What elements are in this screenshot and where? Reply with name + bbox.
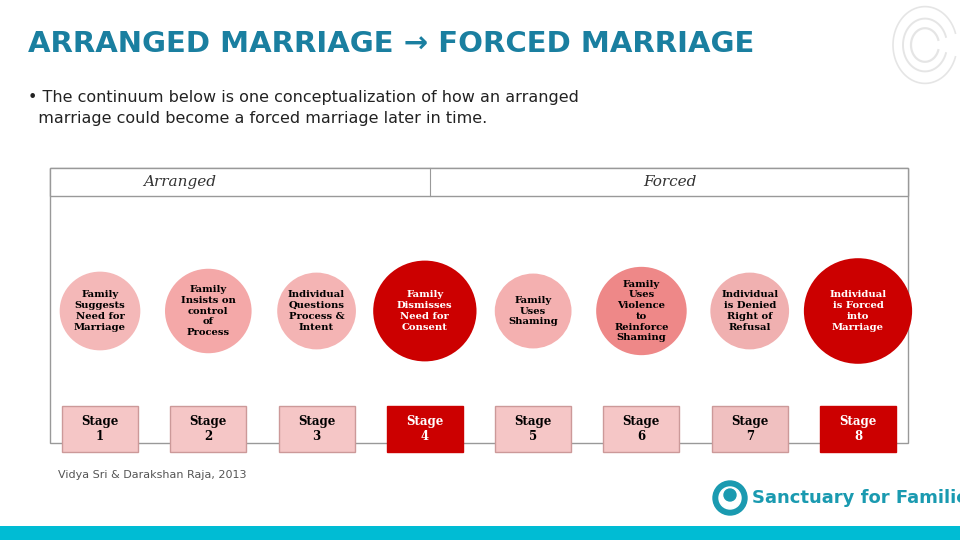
Circle shape — [713, 481, 747, 515]
Circle shape — [719, 487, 741, 509]
Bar — [50, 168, 908, 443]
Text: Family
Uses
Shaming: Family Uses Shaming — [508, 296, 558, 326]
Text: Stage
4: Stage 4 — [406, 415, 444, 443]
Text: Family
Uses
Violence
to
Reinforce
Shaming: Family Uses Violence to Reinforce Shamin… — [614, 280, 669, 342]
Ellipse shape — [60, 272, 140, 350]
Bar — [0, 526, 960, 540]
Circle shape — [724, 489, 736, 501]
Text: Family
Insists on
control
of
Process: Family Insists on control of Process — [180, 285, 236, 337]
Ellipse shape — [804, 258, 912, 364]
Text: Stage
8: Stage 8 — [839, 415, 876, 443]
Bar — [711, 406, 788, 452]
Text: Arranged: Arranged — [143, 175, 217, 189]
Text: Individual
Questions
Process &
Intent: Individual Questions Process & Intent — [288, 291, 346, 332]
Ellipse shape — [710, 273, 789, 349]
Text: Stage
2: Stage 2 — [189, 415, 227, 443]
Text: Stage
3: Stage 3 — [298, 415, 335, 443]
Bar — [278, 406, 354, 452]
Text: Stage
6: Stage 6 — [623, 415, 660, 443]
Ellipse shape — [596, 267, 686, 355]
Ellipse shape — [494, 274, 571, 348]
Text: Forced: Forced — [643, 175, 697, 189]
Text: Individual
is Denied
Right of
Refusal: Individual is Denied Right of Refusal — [721, 291, 779, 332]
Text: Family
Suggests
Need for
Marriage: Family Suggests Need for Marriage — [74, 291, 126, 332]
Bar — [820, 406, 896, 452]
Bar — [62, 406, 138, 452]
Text: Individual
is Forced
into
Marriage: Individual is Forced into Marriage — [829, 291, 887, 332]
Text: • The continuum below is one conceptualization of how an arranged
  marriage cou: • The continuum below is one conceptuali… — [28, 90, 579, 126]
Text: Stage
1: Stage 1 — [82, 415, 119, 443]
Text: Family
Dismisses
Need for
Consent: Family Dismisses Need for Consent — [397, 291, 453, 332]
Text: Sanctuary for Families: Sanctuary for Families — [752, 489, 960, 507]
Bar — [387, 406, 463, 452]
Text: Stage
5: Stage 5 — [515, 415, 552, 443]
Text: ARRANGED MARRIAGE → FORCED MARRIAGE: ARRANGED MARRIAGE → FORCED MARRIAGE — [28, 30, 755, 58]
Ellipse shape — [373, 261, 476, 361]
Ellipse shape — [277, 273, 356, 349]
Text: Stage
7: Stage 7 — [731, 415, 768, 443]
Bar — [495, 406, 571, 452]
Bar — [50, 168, 908, 196]
Bar — [604, 406, 680, 452]
Bar — [170, 406, 247, 452]
Ellipse shape — [165, 269, 252, 353]
Text: Vidya Sri & Darakshan Raja, 2013: Vidya Sri & Darakshan Raja, 2013 — [58, 470, 247, 480]
